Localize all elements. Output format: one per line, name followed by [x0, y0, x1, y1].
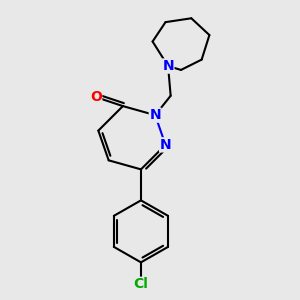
Text: N: N: [149, 108, 161, 122]
Text: N: N: [162, 59, 174, 73]
Text: Cl: Cl: [134, 277, 148, 291]
Text: O: O: [90, 90, 102, 104]
Text: N: N: [160, 138, 171, 152]
